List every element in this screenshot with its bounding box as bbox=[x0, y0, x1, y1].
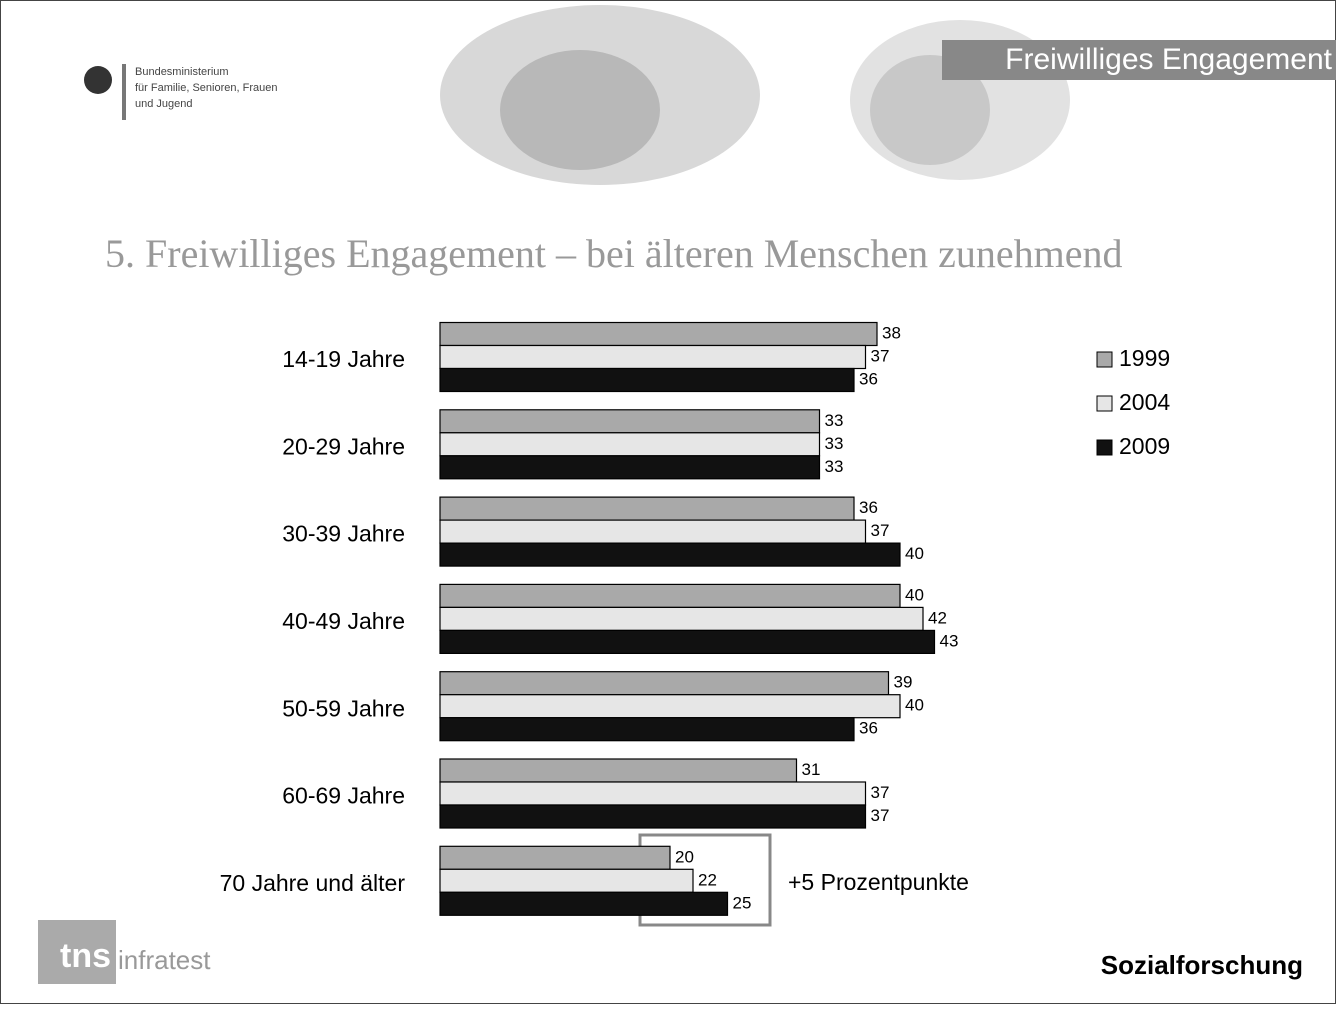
bar bbox=[440, 543, 900, 566]
bar bbox=[440, 846, 670, 869]
value-label: 33 bbox=[825, 457, 844, 476]
bar bbox=[440, 718, 854, 741]
value-label: 36 bbox=[859, 719, 878, 738]
logo: tns bbox=[60, 937, 111, 975]
value-label: 36 bbox=[859, 498, 878, 517]
value-label: 42 bbox=[928, 608, 947, 627]
bar bbox=[440, 520, 866, 543]
legend-label: 2009 bbox=[1119, 433, 1170, 459]
bar bbox=[440, 456, 820, 479]
legend-label: 2004 bbox=[1119, 389, 1170, 415]
bar bbox=[440, 410, 820, 433]
bar bbox=[440, 323, 877, 346]
category-label: 20-29 Jahre bbox=[282, 433, 405, 459]
bar bbox=[440, 805, 866, 828]
bar bbox=[440, 630, 935, 653]
value-label: 43 bbox=[940, 631, 959, 650]
ministry-line: für Familie, Senioren, Frauen bbox=[135, 82, 277, 94]
eagle-logo bbox=[84, 66, 112, 94]
bar bbox=[440, 433, 820, 456]
value-label: 33 bbox=[825, 434, 844, 453]
value-label: 36 bbox=[859, 369, 878, 388]
category-label: 70 Jahre und älter bbox=[220, 870, 406, 896]
category-label: 40-49 Jahre bbox=[282, 608, 405, 634]
value-label: 40 bbox=[905, 696, 924, 715]
bar bbox=[440, 695, 900, 718]
banner-text: Freiwilliges Engagement bbox=[1005, 43, 1332, 76]
category-label: 60-69 Jahre bbox=[282, 783, 405, 809]
bar bbox=[440, 869, 693, 892]
logo-sub: infratest bbox=[118, 945, 211, 975]
slide: Bundesministerium für Familie, Senioren,… bbox=[0, 0, 1336, 1004]
value-label: 38 bbox=[882, 323, 901, 342]
bar bbox=[440, 607, 923, 630]
value-label: 33 bbox=[825, 411, 844, 430]
bar bbox=[440, 584, 900, 607]
value-label: 25 bbox=[733, 893, 752, 912]
annotation: +5 Prozentpunkte bbox=[788, 869, 969, 895]
footer-label: Sozialforschung bbox=[1101, 950, 1303, 980]
value-label: 40 bbox=[905, 585, 924, 604]
value-label: 37 bbox=[871, 521, 890, 540]
value-label: 40 bbox=[905, 544, 924, 563]
bar bbox=[440, 759, 797, 782]
chart-title: 5. Freiwilliges Engagement – bei älteren… bbox=[105, 231, 1122, 276]
value-label: 20 bbox=[675, 847, 694, 866]
legend-swatch bbox=[1097, 440, 1112, 455]
value-label: 37 bbox=[871, 346, 890, 365]
photo-elder-face bbox=[500, 50, 660, 170]
bar bbox=[440, 369, 854, 392]
value-label: 39 bbox=[894, 673, 913, 692]
legend-swatch bbox=[1097, 396, 1112, 411]
value-label: 37 bbox=[871, 783, 890, 802]
bar bbox=[440, 497, 854, 520]
legend-label: 1999 bbox=[1119, 345, 1170, 371]
category-label: 30-39 Jahre bbox=[282, 521, 405, 547]
category-label: 14-19 Jahre bbox=[282, 346, 405, 372]
legend-swatch bbox=[1097, 352, 1112, 367]
value-label: 31 bbox=[802, 760, 821, 779]
ministry-line: Bundesministerium bbox=[135, 66, 229, 78]
value-label: 22 bbox=[698, 870, 717, 889]
category-label: 50-59 Jahre bbox=[282, 695, 405, 721]
bar bbox=[440, 672, 889, 695]
logo-bar bbox=[122, 64, 126, 120]
bar bbox=[440, 892, 728, 915]
bar bbox=[440, 782, 866, 805]
bar bbox=[440, 346, 866, 369]
ministry-line: und Jugend bbox=[135, 98, 193, 110]
value-label: 37 bbox=[871, 806, 890, 825]
